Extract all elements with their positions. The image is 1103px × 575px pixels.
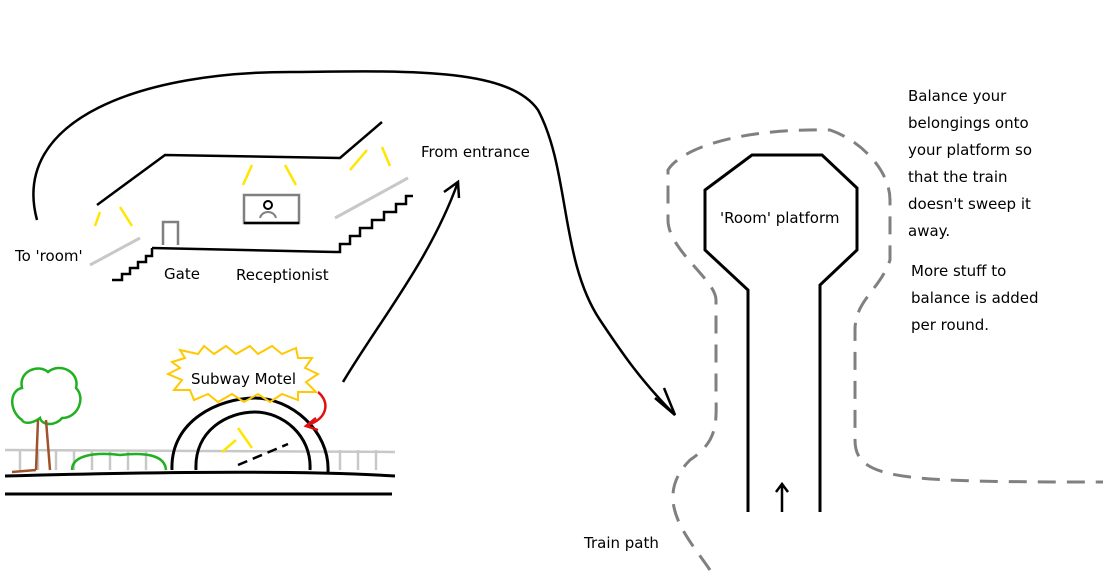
note-more-stuff-line: More stuff to	[911, 262, 1007, 280]
gate	[161, 220, 180, 245]
note-balance-line: that the train	[908, 168, 1008, 186]
note-balance-line: away.	[908, 222, 951, 240]
from-entrance-arrow	[341, 181, 460, 383]
green-hedge	[70, 452, 168, 471]
motel-arch-outer	[170, 396, 330, 473]
label-room-platform: 'Room' platform	[720, 209, 840, 227]
label-to-room: To 'room'	[15, 247, 83, 265]
reception-hall	[89, 121, 413, 282]
note-balance-line: belongings onto	[908, 114, 1029, 132]
label-gate: Gate	[164, 265, 200, 283]
person-icon	[259, 200, 277, 219]
motel-arch-inner	[194, 410, 312, 471]
train-direction-arrow	[775, 481, 789, 512]
note-more-stuff-line: balance is added	[911, 289, 1039, 307]
red-arrow	[307, 391, 327, 427]
train-path-outline	[666, 128, 1103, 571]
street-scene	[4, 344, 396, 496]
label-from-entrance: From entrance	[421, 143, 530, 161]
label-train-path: Train path	[584, 534, 659, 552]
reception-desk	[242, 193, 301, 225]
label-subway-motel: Subway Motel	[191, 370, 297, 388]
room-platform-outline	[703, 153, 859, 512]
route-arrow-to-room	[32, 70, 676, 416]
note-more-stuff-line: per round.	[911, 316, 990, 334]
right-stairs	[335, 194, 413, 254]
label-receptionist: Receptionist	[236, 266, 329, 284]
left-stairs	[112, 248, 154, 282]
subway-motel-sign	[165, 344, 321, 404]
note-more-stuff: More stuff to balance is added per round…	[911, 258, 1039, 339]
tree-icon	[11, 366, 82, 474]
note-balance-line: doesn't sweep it	[908, 195, 1031, 213]
ceiling-lights	[93, 146, 392, 227]
route-arrowhead	[654, 387, 677, 416]
note-balance-line: Balance your	[908, 87, 1007, 105]
note-balance: Balance your belongings onto your platfo…	[908, 83, 1032, 245]
note-balance-line: your platform so	[908, 141, 1032, 159]
